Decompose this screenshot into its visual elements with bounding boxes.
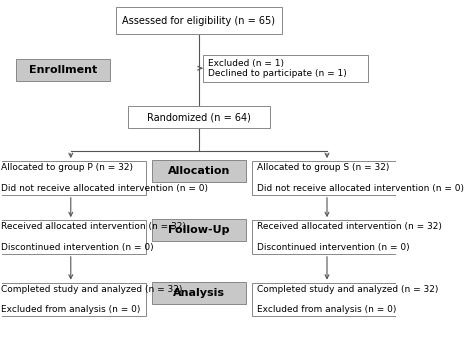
Text: Received allocated intervention (n = 32)

Discontinued intervention (n = 0): Received allocated intervention (n = 32)… — [0, 222, 185, 252]
FancyBboxPatch shape — [116, 7, 282, 35]
FancyBboxPatch shape — [252, 220, 402, 254]
FancyBboxPatch shape — [152, 160, 246, 182]
FancyBboxPatch shape — [0, 283, 146, 316]
Text: Allocated to group S (n = 32)

Did not receive allocated intervention (n = 0): Allocated to group S (n = 32) Did not re… — [257, 163, 464, 193]
Text: Analysis: Analysis — [173, 288, 225, 298]
Text: Allocated to group P (n = 32)

Did not receive allocated intervention (n = 0): Allocated to group P (n = 32) Did not re… — [0, 163, 208, 193]
FancyBboxPatch shape — [152, 282, 246, 304]
FancyBboxPatch shape — [203, 55, 368, 82]
FancyBboxPatch shape — [0, 220, 146, 254]
FancyBboxPatch shape — [252, 161, 402, 195]
Text: Received allocated intervention (n = 32)

Discontinued intervention (n = 0): Received allocated intervention (n = 32)… — [257, 222, 442, 252]
Text: Enrollment: Enrollment — [29, 65, 97, 75]
Text: Follow-Up: Follow-Up — [168, 225, 229, 235]
Text: Excluded (n = 1)
Declined to participate (n = 1): Excluded (n = 1) Declined to participate… — [208, 59, 346, 78]
Text: Randomized (n = 64): Randomized (n = 64) — [147, 112, 251, 122]
FancyBboxPatch shape — [128, 106, 270, 128]
FancyBboxPatch shape — [16, 59, 110, 81]
Text: Completed study and analyzed (n = 32)

Excluded from analysis (n = 0): Completed study and analyzed (n = 32) Ex… — [257, 284, 438, 314]
FancyBboxPatch shape — [252, 283, 402, 316]
Text: Completed study and analyzed (n = 32)

Excluded from analysis (n = 0): Completed study and analyzed (n = 32) Ex… — [0, 284, 182, 314]
Text: Assessed for eligibility (n = 65): Assessed for eligibility (n = 65) — [122, 16, 275, 26]
FancyBboxPatch shape — [0, 161, 146, 195]
Text: Allocation: Allocation — [168, 166, 230, 176]
FancyBboxPatch shape — [152, 219, 246, 241]
